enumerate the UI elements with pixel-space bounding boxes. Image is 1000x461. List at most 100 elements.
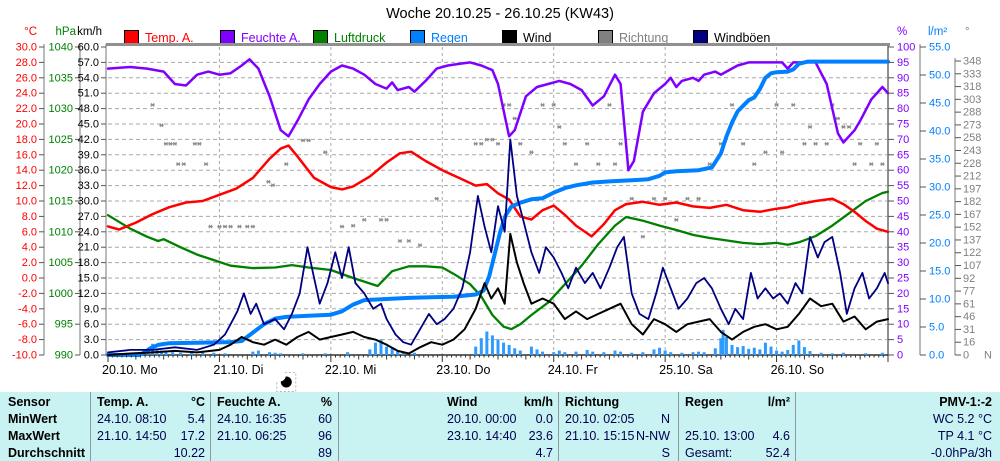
wind-direction-dot [584,141,590,146]
rain-interval-bar [619,351,623,355]
rain-interval-bar [669,352,673,355]
cell-feuchte-time: 21.10. 06:25 [217,429,287,443]
wind-direction-dot [685,196,690,201]
table-divider [90,392,91,461]
legend-label: Luftdruck [334,30,386,45]
temp-axis-tick-label: 28.0 [16,57,37,69]
rain-interval-bar [808,351,812,355]
rain-interval-bar [401,352,405,355]
humidity-axis-tick-label: 40 [897,226,909,238]
rain-interval-bar [490,335,494,355]
temp-axis-tick-label: 10.0 [16,196,37,208]
rain-interval-bar [880,352,884,355]
direction-axis-tick-label: 303 [963,94,981,106]
table-divider [558,392,559,461]
direction-axis-tick-label: 273 [963,119,981,131]
rain-interval-bar [502,342,506,355]
cell-richtung-value: N [660,412,670,426]
wind-direction-dot [841,124,846,129]
rain-interval-bar [786,349,790,355]
rain-interval-bar [474,346,478,355]
col-header-wind: Wind [447,395,478,409]
cell-richtung-time: 21.10. 15:15 [565,429,635,443]
series-line-regen [106,59,890,357]
direction-axis-tick-label: 61 [963,298,975,310]
rain-interval-bar [758,349,762,355]
pmv-header: PMV-1:-2 [939,395,992,409]
wind-direction-dot [150,102,155,107]
rain-interval-bar [323,353,327,355]
wind-axis-tick-label: 3.0 [84,334,99,346]
wind-axis-tick-label: 54.0 [78,72,99,84]
rain-interval-bar [251,351,255,355]
direction-axis-tick-label: 46 [963,311,975,323]
direction-axis-tick-label: 77 [963,286,975,298]
wind-direction-dot [434,196,439,201]
temp-axis-tick-label: 14.0 [16,165,37,177]
pressure-axis-tick-label: 1035 [49,72,73,84]
rain-axis-tick-label: 15.0 [929,266,950,278]
cell-temp-time: 21.10. 14:50 [97,429,167,443]
rain-interval-bar [702,352,706,355]
rain-interval-bar [256,350,260,355]
wind-direction-dot [696,196,701,201]
wind-direction-dot [384,217,389,222]
temp-axis-tick-label: -6.0 [18,319,37,331]
rain-interval-bar [763,342,767,355]
wind-direction-dot [802,141,807,146]
rain-interval-bar [680,352,684,355]
direction-axis-unit-label: ° [965,26,970,38]
rain-interval-bar [602,352,606,355]
cell-feuchte-value: 89 [318,446,332,460]
rain-interval-bar [713,348,717,355]
wind-direction-dot [607,102,612,107]
wind-direction-dot [857,141,863,146]
rain-interval-bar [268,352,272,355]
series-line-windb-en [107,138,889,354]
wind-direction-dot [159,123,164,128]
wind-direction-dot [506,102,512,107]
rain-interval-bar [518,350,522,355]
rain-interval-bar [819,352,823,355]
wind-direction-dot [484,137,490,142]
rain-interval-bar [802,347,806,355]
temp-axis-tick-label: 16.0 [16,149,37,161]
cell-feuchte-value: 96 [318,429,332,443]
direction-axis-tick-label: 288 [963,107,981,119]
x-axis-day-label: 23.10. Do [436,363,490,377]
wind-direction-dot [618,141,623,146]
wind-direction-dot [222,224,228,229]
legend-label: Windböen [714,30,771,45]
rain-interval-bar [574,351,578,355]
cell-temp-value: 10.22 [173,446,205,460]
wind-axis-unit-label: km/h [77,26,102,38]
cell-regen-value: 4.6 [772,429,790,443]
cell-wind-value: 23.6 [528,429,553,443]
legend-item-temp-a-: Temp. A. [124,30,194,45]
cell-temp-value: 5.4 [187,412,205,426]
col-unit-temp: °C [190,395,205,409]
rain-axis-unit-label: l/m² [928,26,947,38]
wind-direction-dot [228,224,233,229]
rain-interval-bar [479,338,483,355]
wind-direction-dot [846,124,852,129]
rain-interval-bar [535,349,539,355]
direction-north-label: N [984,350,992,362]
direction-axis-tick-label: 0 [963,350,969,362]
table-divider [678,392,679,461]
wind-direction-dot [529,150,534,155]
direction-axis-tick-label: 228 [963,158,981,170]
cell-regen-time: Gesamt: [685,446,733,460]
direction-axis-tick-label: 197 [963,183,981,195]
wind-axis-tick-label: 18.0 [78,257,99,269]
cell-regen-value: 52.4 [765,446,790,460]
pressure-axis-unit-label: hPa [56,26,77,38]
series-line-wind [107,232,889,356]
rain-interval-bar [721,329,725,355]
temp-axis-tick-label: -10.0 [12,350,37,362]
wind-direction-dot [417,243,423,248]
rain-interval-bar [841,352,845,355]
wind-direction-dot [163,141,169,146]
cell-temp-time: 24.10. 08:10 [97,412,167,426]
rain-interval-bar [212,352,216,355]
